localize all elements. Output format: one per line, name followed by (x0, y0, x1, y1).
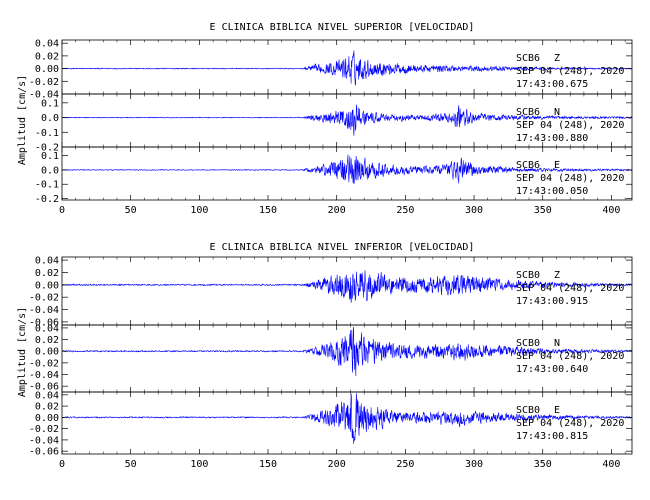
date-label: SEP 04 (248), 2020 (516, 351, 624, 362)
y-tick-label: -0.02 (29, 358, 59, 369)
x-tick-label: 250 (396, 459, 414, 470)
waveform-line (62, 270, 632, 303)
y-tick-label: 0.00 (35, 280, 59, 291)
waveform-line (62, 154, 632, 185)
bottom-y-axis-label: Amplitud [cm/s] (17, 307, 28, 397)
component-label: N (554, 107, 560, 118)
x-tick-label: 250 (396, 205, 414, 216)
y-tick-label: -0.04 (29, 435, 59, 446)
y-tick-label: -0.02 (29, 424, 59, 435)
panel-inferior-z: 0.040.020.00 -0.02-0.04-0.06 SCB0 Z SEP 04 (… (29, 256, 633, 328)
station-label: SCB6 (516, 107, 540, 118)
y-tick-label: 0.02 (35, 51, 59, 62)
y-tick-label: -0.2 (35, 143, 59, 154)
x-tick-label: 150 (259, 205, 277, 216)
time-label: 17:43:00.815 (516, 431, 588, 442)
panel-frame (61, 146, 633, 201)
station-label: SCB0 (516, 405, 540, 416)
panel-inferior-e: 0.040.020.00-0.02-0.04-0.06 SCB0 E SEP 04 (… (29, 390, 633, 470)
y-tick-label: -0.06 (29, 317, 59, 328)
panel-superior-n: 0.1 0.0 -0.1 -0.2 SCB6 N SEP 04 (248), 2020 17:… (35, 93, 633, 154)
y-tick-label: 0.00 (35, 413, 59, 424)
x-tick-label: 0 (59, 205, 65, 216)
x-tick-label: 350 (534, 205, 552, 216)
y-tick-label: -0.04 (29, 90, 59, 101)
y-tick-label: -0.2 (35, 194, 59, 205)
component-label: Z (554, 53, 560, 64)
x-tick-label: 100 (190, 205, 208, 216)
date-label: SEP 04 (248), 2020 (516, 283, 624, 294)
station-label: SCB0 (516, 338, 540, 349)
time-label: 17:43:00.915 (516, 296, 588, 307)
y-tick-label: -0.02 (29, 77, 59, 88)
y-tick-label: -0.02 (29, 293, 59, 304)
y-tick-label: -0.06 (29, 447, 59, 458)
y-tick-label: 0.1 (41, 98, 59, 109)
x-tick-label: 50 (125, 205, 137, 216)
bottom-figure-title: E CLINICA BIBLICA NIVEL INFERIOR [VELOCI… (210, 242, 475, 253)
y-tick-label: 0.0 (41, 113, 59, 124)
date-label: SEP 04 (248), 2020 (516, 120, 624, 131)
date-label: SEP 04 (248), 2020 (516, 66, 624, 77)
station-label: SCB6 (516, 160, 540, 171)
component-label: E (554, 405, 560, 416)
y-tick-label: -0.1 (35, 128, 59, 139)
top-figure-title: E CLINICA BIBLICA NIVEL SUPERIOR [VELOCI… (210, 22, 475, 33)
date-label: SEP 04 (248), 2020 (516, 173, 624, 184)
y-tick-label: -0.06 (29, 382, 59, 393)
x-tick-label: 300 (465, 205, 483, 216)
x-tick-label: 400 (602, 205, 620, 216)
x-tick-label: 400 (602, 459, 620, 470)
x-tick-label: 150 (259, 459, 277, 470)
time-label: 17:43:00.640 (516, 364, 588, 375)
panel-superior-e: 0.1 0.0 -0.1 -0.2 SCB6 E SEP 04 (248), 2020 17:… (35, 146, 633, 216)
y-tick-label: 0.1 (41, 151, 59, 162)
panel-inferior-n: 0.040.020.00-0.02-0.04-0.06 SCB0 N SEP 04 (… (29, 323, 633, 393)
time-label: 17:43:00.880 (516, 133, 588, 144)
waveform-line (62, 104, 632, 136)
y-tick-label: -0.04 (29, 370, 59, 381)
x-tick-label: 50 (125, 459, 137, 470)
y-tick-label: 0.04 (35, 323, 59, 334)
y-tick-label: 0.04 (35, 256, 59, 267)
station-label: SCB0 (516, 270, 540, 281)
y-tick-label: 0.00 (35, 64, 59, 75)
y-tick-label: 0.02 (35, 402, 59, 413)
waveform-line (62, 50, 632, 86)
y-tick-label: 0.04 (35, 39, 59, 50)
component-label: Z (554, 270, 560, 281)
y-tick-label: -0.04 (29, 305, 59, 316)
waveform-line (62, 393, 632, 444)
x-tick-label: 350 (534, 459, 552, 470)
x-tick-label: 200 (328, 459, 346, 470)
component-label: N (554, 338, 560, 349)
y-tick-label: 0.02 (35, 335, 59, 346)
x-tick-label: 300 (465, 459, 483, 470)
y-tick-label: 0.02 (35, 268, 59, 279)
station-label: SCB6 (516, 53, 540, 64)
panel-frame (61, 391, 633, 455)
time-label: 17:43:00.675 (516, 79, 588, 90)
time-label: 17:43:00.050 (516, 186, 588, 197)
y-tick-label: 0.0 (41, 165, 59, 176)
date-label: SEP 04 (248), 2020 (516, 418, 624, 429)
top-y-axis-label: Amplitud [cm/s] (17, 75, 28, 165)
y-tick-label: -0.1 (35, 180, 59, 191)
x-tick-label: 0 (59, 459, 65, 470)
y-tick-label: 0.00 (35, 347, 59, 358)
component-label: E (554, 160, 560, 171)
panel-superior-z: 0.040.02 0.00 -0.02 -0.04 SCB6 Z SEP 04 (248),… (29, 39, 633, 101)
x-tick-label: 200 (328, 205, 346, 216)
waveform-line (62, 326, 632, 377)
x-tick-label: 100 (190, 459, 208, 470)
y-tick-label: 0.04 (35, 390, 59, 401)
